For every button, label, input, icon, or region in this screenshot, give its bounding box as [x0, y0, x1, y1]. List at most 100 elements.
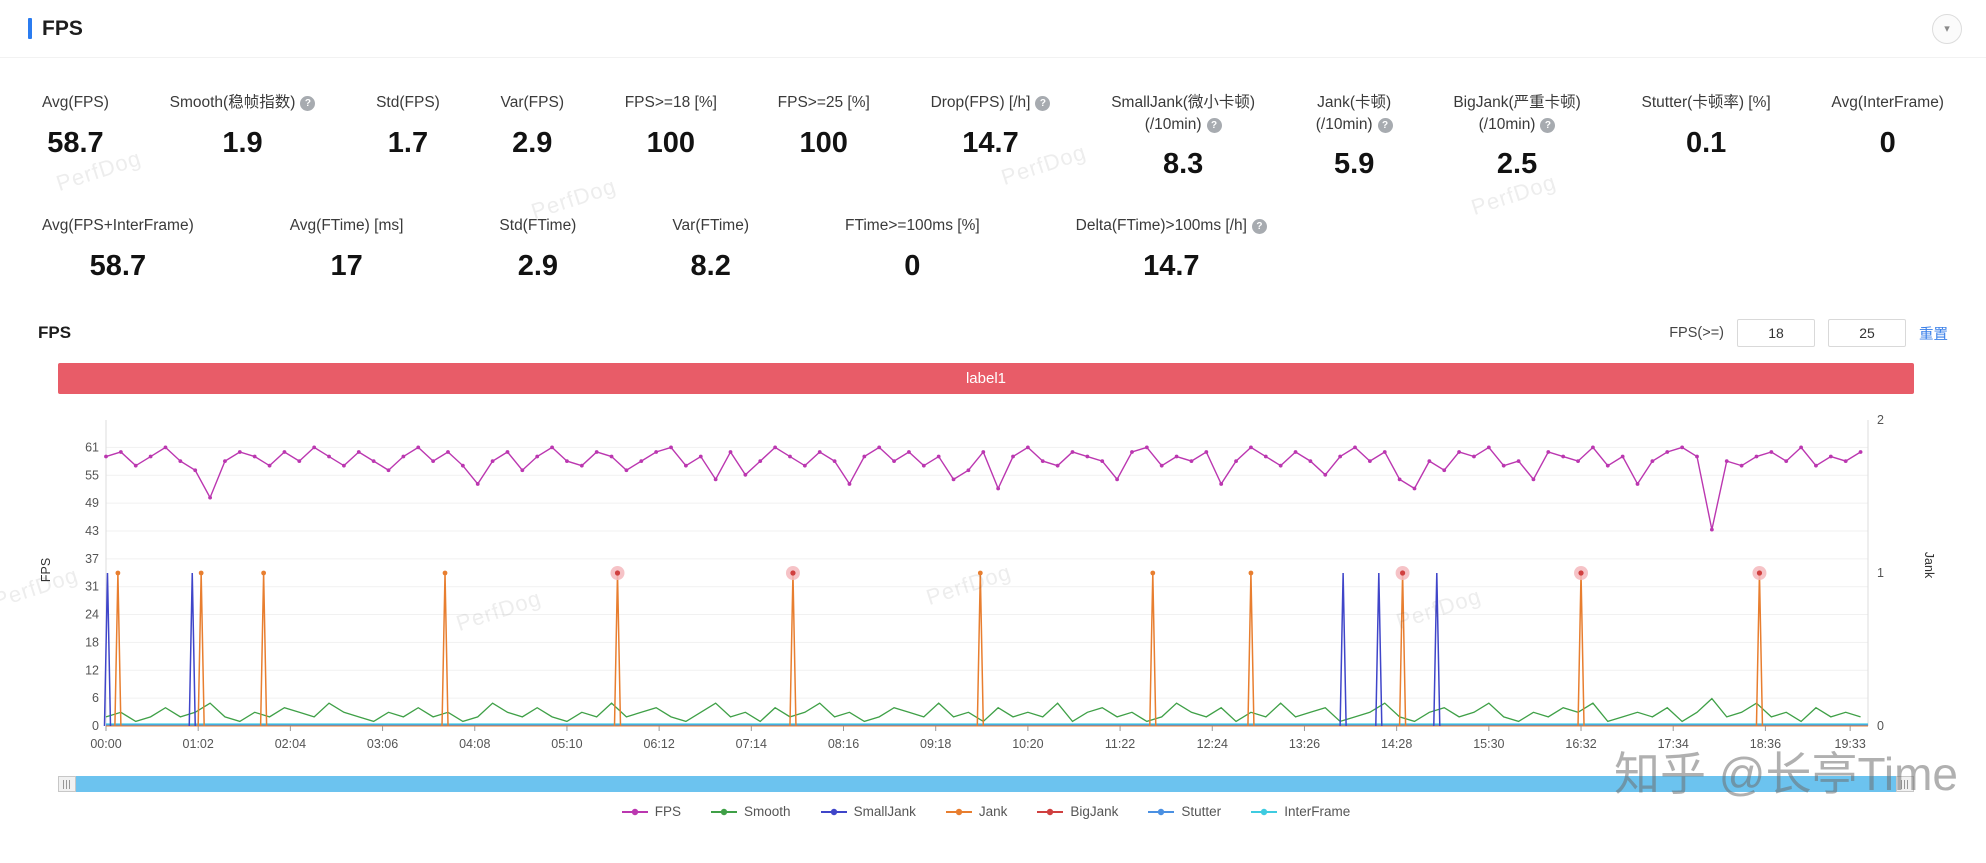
stat-label: Avg(FPS) — [42, 94, 109, 111]
legend-glyph — [711, 808, 738, 815]
svg-text:10:20: 10:20 — [1012, 737, 1043, 751]
stat-label: SmallJank(微小卡顿) (/10min)? — [1111, 94, 1256, 133]
stat-value: 1.7 — [387, 126, 429, 159]
page-title: FPS — [42, 16, 83, 40]
legend-label: Jank — [978, 804, 1008, 820]
stat-avg-fps-interframe: Avg(FPS+InterFrame) 58.7 — [42, 215, 194, 283]
legend-glyph — [1148, 808, 1175, 815]
scrollbar-right-handle[interactable] — [1896, 776, 1914, 793]
stat-label: Avg(FPS+InterFrame) — [42, 217, 194, 235]
stat-value: 14.7 — [962, 126, 1019, 159]
stat-fps-18: FPS>=18 [%] 100 — [625, 92, 717, 181]
stat-value: 2.9 — [512, 126, 553, 159]
stat-label: BigJank(严重卡顿) (/10min)? — [1453, 94, 1581, 133]
fps-min-input[interactable] — [1737, 319, 1815, 348]
stat-fps-25: FPS>=25 [%] 100 — [778, 92, 870, 181]
stat-label: Avg(FTime) [ms] — [289, 217, 404, 235]
collapse-button[interactable]: ▾ — [1932, 14, 1962, 44]
svg-text:07:14: 07:14 — [736, 737, 767, 751]
stat-value: 58.7 — [47, 126, 104, 159]
stat-avg-interframe: Avg(InterFrame) 0 — [1831, 92, 1944, 181]
svg-text:16:32: 16:32 — [1565, 737, 1596, 751]
help-icon[interactable]: ? — [1206, 117, 1222, 133]
title-accent-bar — [28, 18, 32, 39]
stat-value: 0 — [1879, 126, 1896, 159]
stat-bigjank: BigJank(严重卡顿) (/10min)? 2.5 — [1453, 92, 1580, 181]
reset-link[interactable]: 重置 — [1919, 326, 1948, 343]
svg-text:05:10: 05:10 — [551, 737, 582, 751]
svg-text:06:12: 06:12 — [643, 737, 674, 751]
chart-scrollbar[interactable] — [58, 776, 1914, 793]
svg-text:61: 61 — [85, 440, 99, 454]
legend-label: Smooth — [744, 804, 791, 820]
stat-std-ftime: Std(FTime) 2.9 — [499, 215, 576, 283]
scrollbar-track[interactable] — [76, 776, 1896, 793]
stat-value: 2.9 — [517, 250, 559, 283]
fps-threshold-controls: FPS(>=) 重置 — [1669, 319, 1948, 348]
svg-text:14:28: 14:28 — [1381, 737, 1412, 751]
stat-var-fps: Var(FPS) 2.9 — [501, 92, 564, 181]
legend-glyph — [1251, 808, 1278, 815]
svg-text:43: 43 — [85, 524, 99, 538]
stat-jank: Jank(卡顿) (/10min)? 5.9 — [1316, 92, 1393, 181]
svg-text:11:22: 11:22 — [1105, 737, 1135, 751]
legend-item-stutter[interactable]: Stutter — [1148, 804, 1221, 819]
svg-text:12:24: 12:24 — [1197, 737, 1228, 751]
stat-drop-fps-h: Drop(FPS) [/h]? 14.7 — [931, 92, 1051, 181]
stat-value: 5.9 — [1334, 148, 1375, 181]
legend-label: SmallJank — [853, 804, 916, 820]
y-axis-title-jank: Jank — [1921, 551, 1936, 579]
chart-banner: label1 — [58, 363, 1914, 395]
stat-label: Var(FTime) — [672, 217, 749, 235]
svg-text:1: 1 — [1877, 566, 1884, 580]
svg-text:49: 49 — [85, 496, 99, 510]
help-icon[interactable]: ? — [1377, 117, 1393, 133]
legend-label: InterFrame — [1284, 804, 1351, 820]
svg-text:0: 0 — [1877, 719, 1884, 733]
help-icon[interactable]: ? — [1251, 219, 1267, 235]
scrollbar-left-handle[interactable] — [58, 776, 76, 793]
header: FPS ▾ — [0, 0, 1986, 58]
help-icon[interactable]: ? — [300, 96, 316, 111]
stat-label: Std(FPS) — [376, 94, 440, 111]
stat-avg-ftime-ms: Avg(FTime) [ms] 17 — [290, 215, 404, 283]
chart-header-row: FPS FPS(>=) 重置 — [38, 319, 1948, 348]
stats-row-2: Avg(FPS+InterFrame) 58.7 Avg(FTime) [ms] 17… — [42, 215, 1944, 283]
svg-text:31: 31 — [85, 580, 99, 594]
stat-delta-ftime-100ms-h: Delta(FTime)>100ms [/h]? 14.7 — [1076, 215, 1267, 283]
legend-glyph — [621, 808, 648, 815]
svg-text:00:00: 00:00 — [90, 737, 121, 751]
stat-value: 8.2 — [690, 250, 731, 283]
stat-smalljank: SmallJank(微小卡顿) (/10min)? 8.3 — [1111, 92, 1255, 181]
legend-item-bigjank[interactable]: BigJank — [1037, 804, 1118, 819]
legend-item-interframe[interactable]: InterFrame — [1251, 804, 1350, 819]
svg-text:6: 6 — [92, 691, 99, 705]
svg-text:04:08: 04:08 — [459, 737, 490, 751]
stat-value: 0 — [904, 250, 921, 283]
legend-item-smalljank[interactable]: SmallJank — [820, 804, 916, 820]
svg-text:2: 2 — [1877, 413, 1884, 427]
stat-value: 17 — [330, 250, 363, 283]
legend-item-smooth[interactable]: Smooth — [711, 804, 791, 819]
stats-summary: Avg(FPS) 58.7 Smooth(稳帧指数)? 1.9 Std(FPS) 1.7 V… — [0, 58, 1986, 283]
fps-max-input[interactable] — [1828, 319, 1906, 348]
stat-value: 2.5 — [1496, 148, 1538, 181]
svg-text:17:34: 17:34 — [1658, 737, 1689, 751]
legend-item-fps[interactable]: FPS — [621, 804, 682, 820]
svg-text:12: 12 — [85, 663, 99, 677]
fps-chart-section: FPS FPS(>=) 重置 label1 FPS Jank 061218243… — [0, 319, 1986, 819]
stats-row-1: Avg(FPS) 58.7 Smooth(稳帧指数)? 1.9 Std(FPS) 1.7 V… — [42, 92, 1944, 181]
legend-item-jank[interactable]: Jank — [945, 804, 1008, 820]
stat-label: Stutter(卡顿率) [%] — [1641, 94, 1771, 111]
stat-label: Var(FPS) — [500, 94, 564, 111]
help-icon[interactable]: ? — [1035, 96, 1051, 111]
stat-value: 1.9 — [222, 126, 263, 159]
legend-label: Stutter — [1181, 804, 1222, 820]
chart-block: label1 FPS Jank 0 6 12 18 24 31 37 43 49 55 61 0 1 2 0… — [39, 363, 1936, 820]
legend-label: FPS — [654, 804, 682, 820]
svg-text:55: 55 — [85, 468, 99, 482]
help-icon[interactable]: ? — [1540, 117, 1556, 133]
stat-label: FTime>=100ms [%] — [845, 217, 980, 235]
stat-value: 100 — [799, 126, 848, 159]
